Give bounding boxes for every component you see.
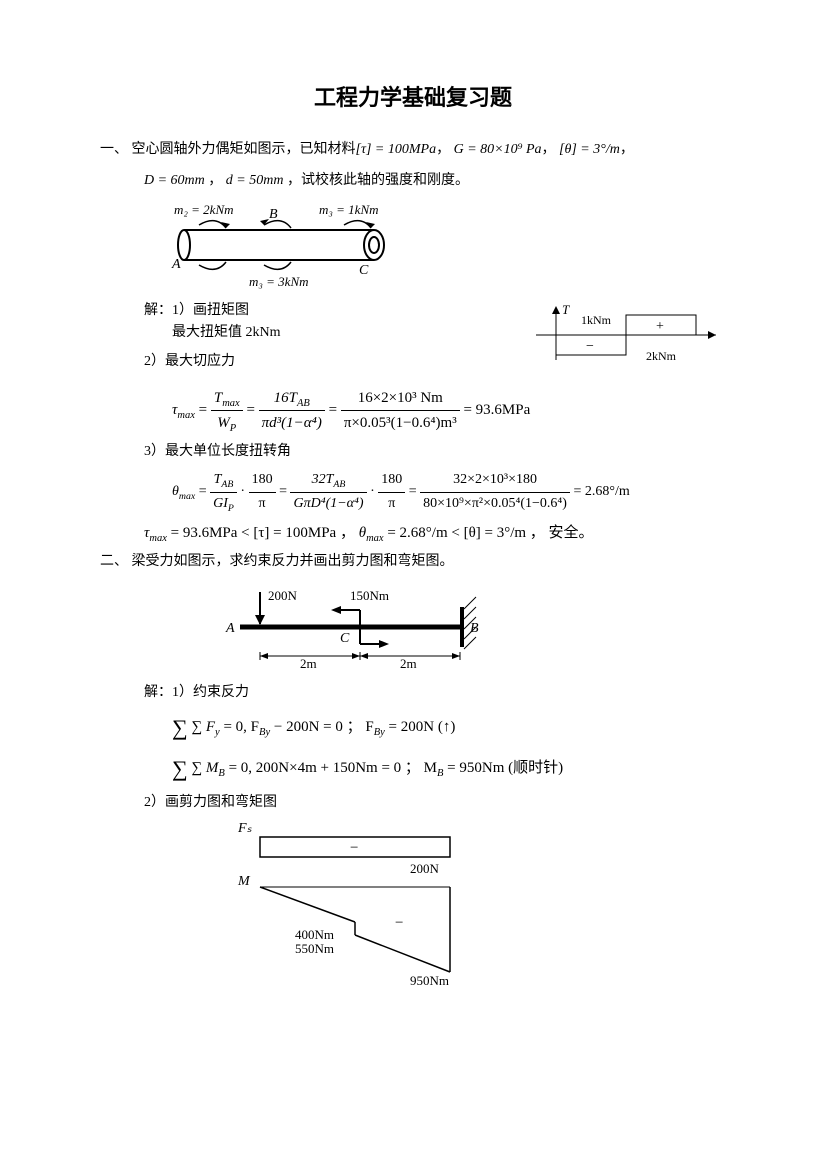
svg-text:−: − (350, 840, 358, 856)
shear-modulus: G = 80×10⁹ Pa (454, 142, 542, 157)
theta-allow: [θ] = 3°/m (559, 142, 620, 157)
tau-max-equation: τmax = TmaxWP = 16TABπd³(1−α⁴) = 16×2×10… (172, 386, 726, 435)
equilibrium-mb: ∑ ∑ MB = 0, 200N×4m + 150Nm = 0 ； MB = 9… (172, 751, 726, 786)
svg-text:+: + (656, 319, 664, 334)
svg-text:m₃ = 1kNm: m₃ = 1kNm (319, 202, 379, 217)
problem-1-stem: 空心圆轴外力偶矩如图示，已知材料 (132, 142, 356, 157)
problem-1: 一、 空心圆轴外力偶矩如图示，已知材料[τ] = 100MPa， G = 80×… (100, 139, 726, 161)
solution-2-step1: 解：1）约束反力 (144, 682, 726, 704)
max-torque-text: 最大扭矩值 2kNm (172, 322, 506, 344)
tau-allow: [τ] = 100MPa (356, 142, 437, 157)
svg-text:T: T (562, 302, 570, 317)
problem-2-label: 二、 (100, 554, 128, 569)
solution-1-step2: 2）最大切应力 (144, 351, 506, 373)
svg-text:150Nm: 150Nm (350, 588, 389, 603)
page-title: 工程力学基础复习题 (100, 80, 726, 115)
problem-2: 二、 梁受力如图示，求约束反力并画出剪力图和弯矩图。 (100, 551, 726, 573)
svg-text:m₂ = 2kNm: m₂ = 2kNm (174, 202, 234, 217)
problem-1-stem-line2: D = 60mm ， d = 50mm ，试校核此轴的强度和刚度。 (144, 170, 726, 192)
beam-figure: 200N 150Nm A B C 2m 2m (200, 582, 520, 672)
shear-moment-diagram: Fₛ − 200N M − 400Nm 550Nm 950Nm (210, 817, 510, 987)
svg-text:A: A (171, 257, 181, 272)
svg-text:−: − (586, 339, 594, 354)
torque-diagram: T 1kNm + − 2kNm (526, 300, 726, 380)
svg-text:200N: 200N (410, 861, 440, 876)
problem-2-stem: 梁受力如图示，求约束反力并画出剪力图和弯矩图。 (132, 554, 454, 569)
svg-text:950Nm: 950Nm (410, 973, 449, 987)
svg-text:2kNm: 2kNm (646, 349, 677, 363)
svg-text:C: C (359, 263, 369, 278)
svg-text:200N: 200N (268, 588, 298, 603)
shaft-figure: m₂ = 2kNm m₃ = 1kNm B A C m₃ = 3kNm (144, 200, 444, 290)
svg-text:C: C (340, 631, 350, 646)
svg-text:2m: 2m (400, 656, 417, 671)
svg-text:m₃ = 3kNm: m₃ = 3kNm (249, 274, 309, 289)
svg-text:2m: 2m (300, 656, 317, 671)
solution-1-step1: 解：1）画扭矩图 (144, 300, 506, 322)
problem-1-label: 一、 (100, 142, 128, 157)
conclusion-line: τmax = 93.6MPa < [τ] = 100MPa ， θmax = 2… (144, 521, 726, 545)
theta-max-equation: θmax = TABGIP · 180π = 32TABGπD⁴(1−α⁴) ·… (172, 469, 726, 515)
svg-text:A: A (225, 621, 235, 636)
svg-text:−: − (395, 915, 403, 931)
equilibrium-fy: ∑ ∑ Fy = 0, FBy − 200N = 0 ； FBy = 200N … (172, 710, 726, 745)
svg-text:Fₛ: Fₛ (237, 821, 253, 836)
svg-text:1kNm: 1kNm (581, 313, 612, 327)
svg-text:400Nm: 400Nm (295, 927, 334, 942)
svg-text:550Nm: 550Nm (295, 941, 334, 956)
svg-text:B: B (470, 621, 479, 636)
svg-text:B: B (269, 207, 278, 222)
solution-1-step3: 3）最大单位长度扭转角 (144, 441, 726, 463)
svg-text:M: M (237, 874, 251, 889)
solution-2-step2: 2）画剪力图和弯矩图 (144, 792, 726, 814)
